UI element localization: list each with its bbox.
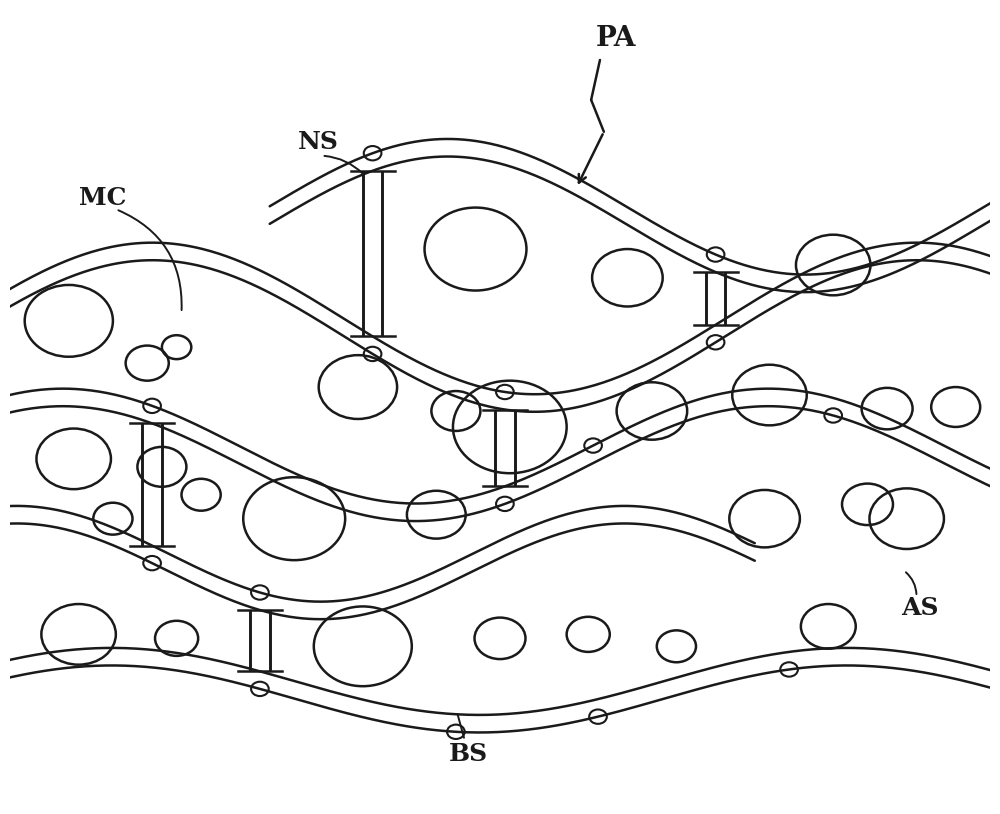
Text: NS: NS	[298, 130, 339, 154]
Text: PA: PA	[595, 25, 636, 52]
Text: MC: MC	[79, 186, 127, 210]
Text: AS: AS	[901, 596, 938, 620]
Text: BS: BS	[449, 742, 488, 766]
